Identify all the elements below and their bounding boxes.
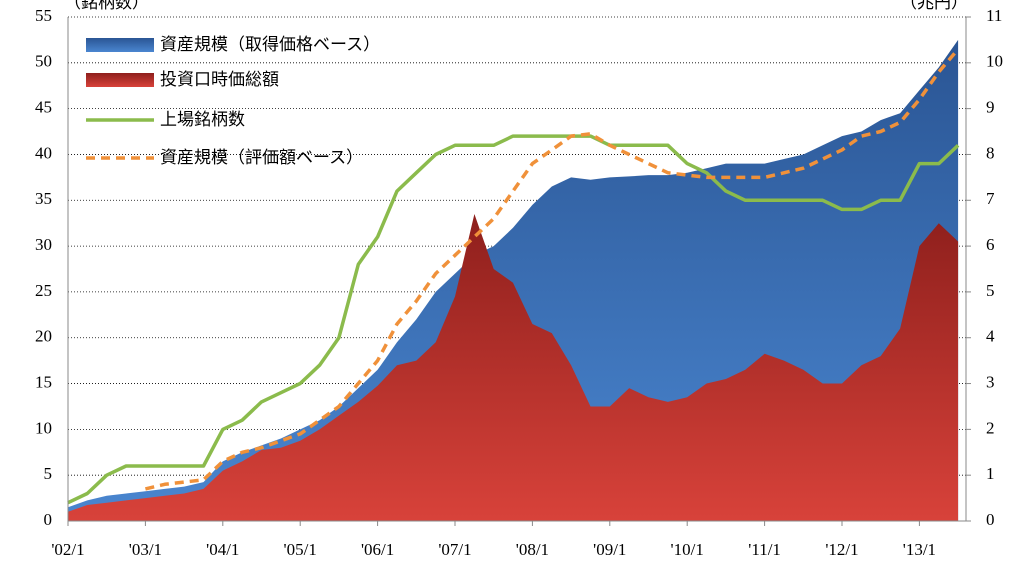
y-tick-label: 50: [35, 52, 52, 71]
y-tick-label: 25: [35, 281, 52, 300]
legend-swatch: [86, 38, 154, 52]
y-tick-label: 35: [35, 189, 52, 208]
y-tick-label: 55: [35, 6, 52, 25]
y2-tick-label: 6: [986, 235, 995, 254]
x-tick-label: '04/1: [206, 540, 239, 559]
x-tick-label: '11/1: [748, 540, 781, 559]
y2-tick-label: 8: [986, 143, 995, 162]
y2-tick-label: 0: [986, 510, 995, 529]
legend-swatch: [86, 73, 154, 87]
legend-label: 資産規模（取得価格ベース）: [160, 35, 380, 55]
y2-tick-label: 3: [986, 372, 995, 391]
y2-tick-label: 1: [986, 464, 995, 483]
y2-tick-label: 4: [986, 327, 995, 346]
y-tick-label: 20: [35, 327, 52, 346]
y2-tick-label: 5: [986, 281, 995, 300]
y2-tick-label: 7: [986, 189, 995, 208]
x-tick-label: '07/1: [438, 540, 471, 559]
legend-label: 投資口時価総額: [160, 70, 279, 90]
y-tick-label: 0: [44, 510, 53, 529]
y2-axis-label: （兆円）: [900, 0, 968, 12]
y-tick-label: 30: [35, 235, 52, 254]
x-tick-label: '09/1: [593, 540, 626, 559]
x-tick-label: '10/1: [671, 540, 704, 559]
x-tick-label: '12/1: [825, 540, 858, 559]
x-tick-label: '13/1: [903, 540, 936, 559]
y2-tick-label: 10: [986, 52, 1003, 71]
y-tick-label: 45: [35, 98, 52, 117]
y-axis-label: （銘柄数）: [64, 0, 149, 12]
x-tick-label: '08/1: [516, 540, 549, 559]
x-tick-label: '06/1: [361, 540, 394, 559]
x-tick-label: '02/1: [51, 540, 84, 559]
y-tick-label: 15: [35, 372, 52, 391]
x-tick-label: '05/1: [284, 540, 317, 559]
y-tick-label: 5: [44, 464, 53, 483]
y-tick-label: 10: [35, 418, 52, 437]
y-tick-label: 40: [35, 143, 52, 162]
x-tick-label: '03/1: [129, 540, 162, 559]
y2-tick-label: 2: [986, 418, 995, 437]
legend-label: 上場銘柄数: [160, 110, 245, 130]
area: [68, 214, 959, 521]
y2-tick-label: 11: [986, 6, 1002, 25]
line: [67, 134, 960, 505]
legend-label: 資産規模（評価額ベース）: [160, 148, 363, 168]
y2-tick-label: 9: [986, 98, 995, 117]
